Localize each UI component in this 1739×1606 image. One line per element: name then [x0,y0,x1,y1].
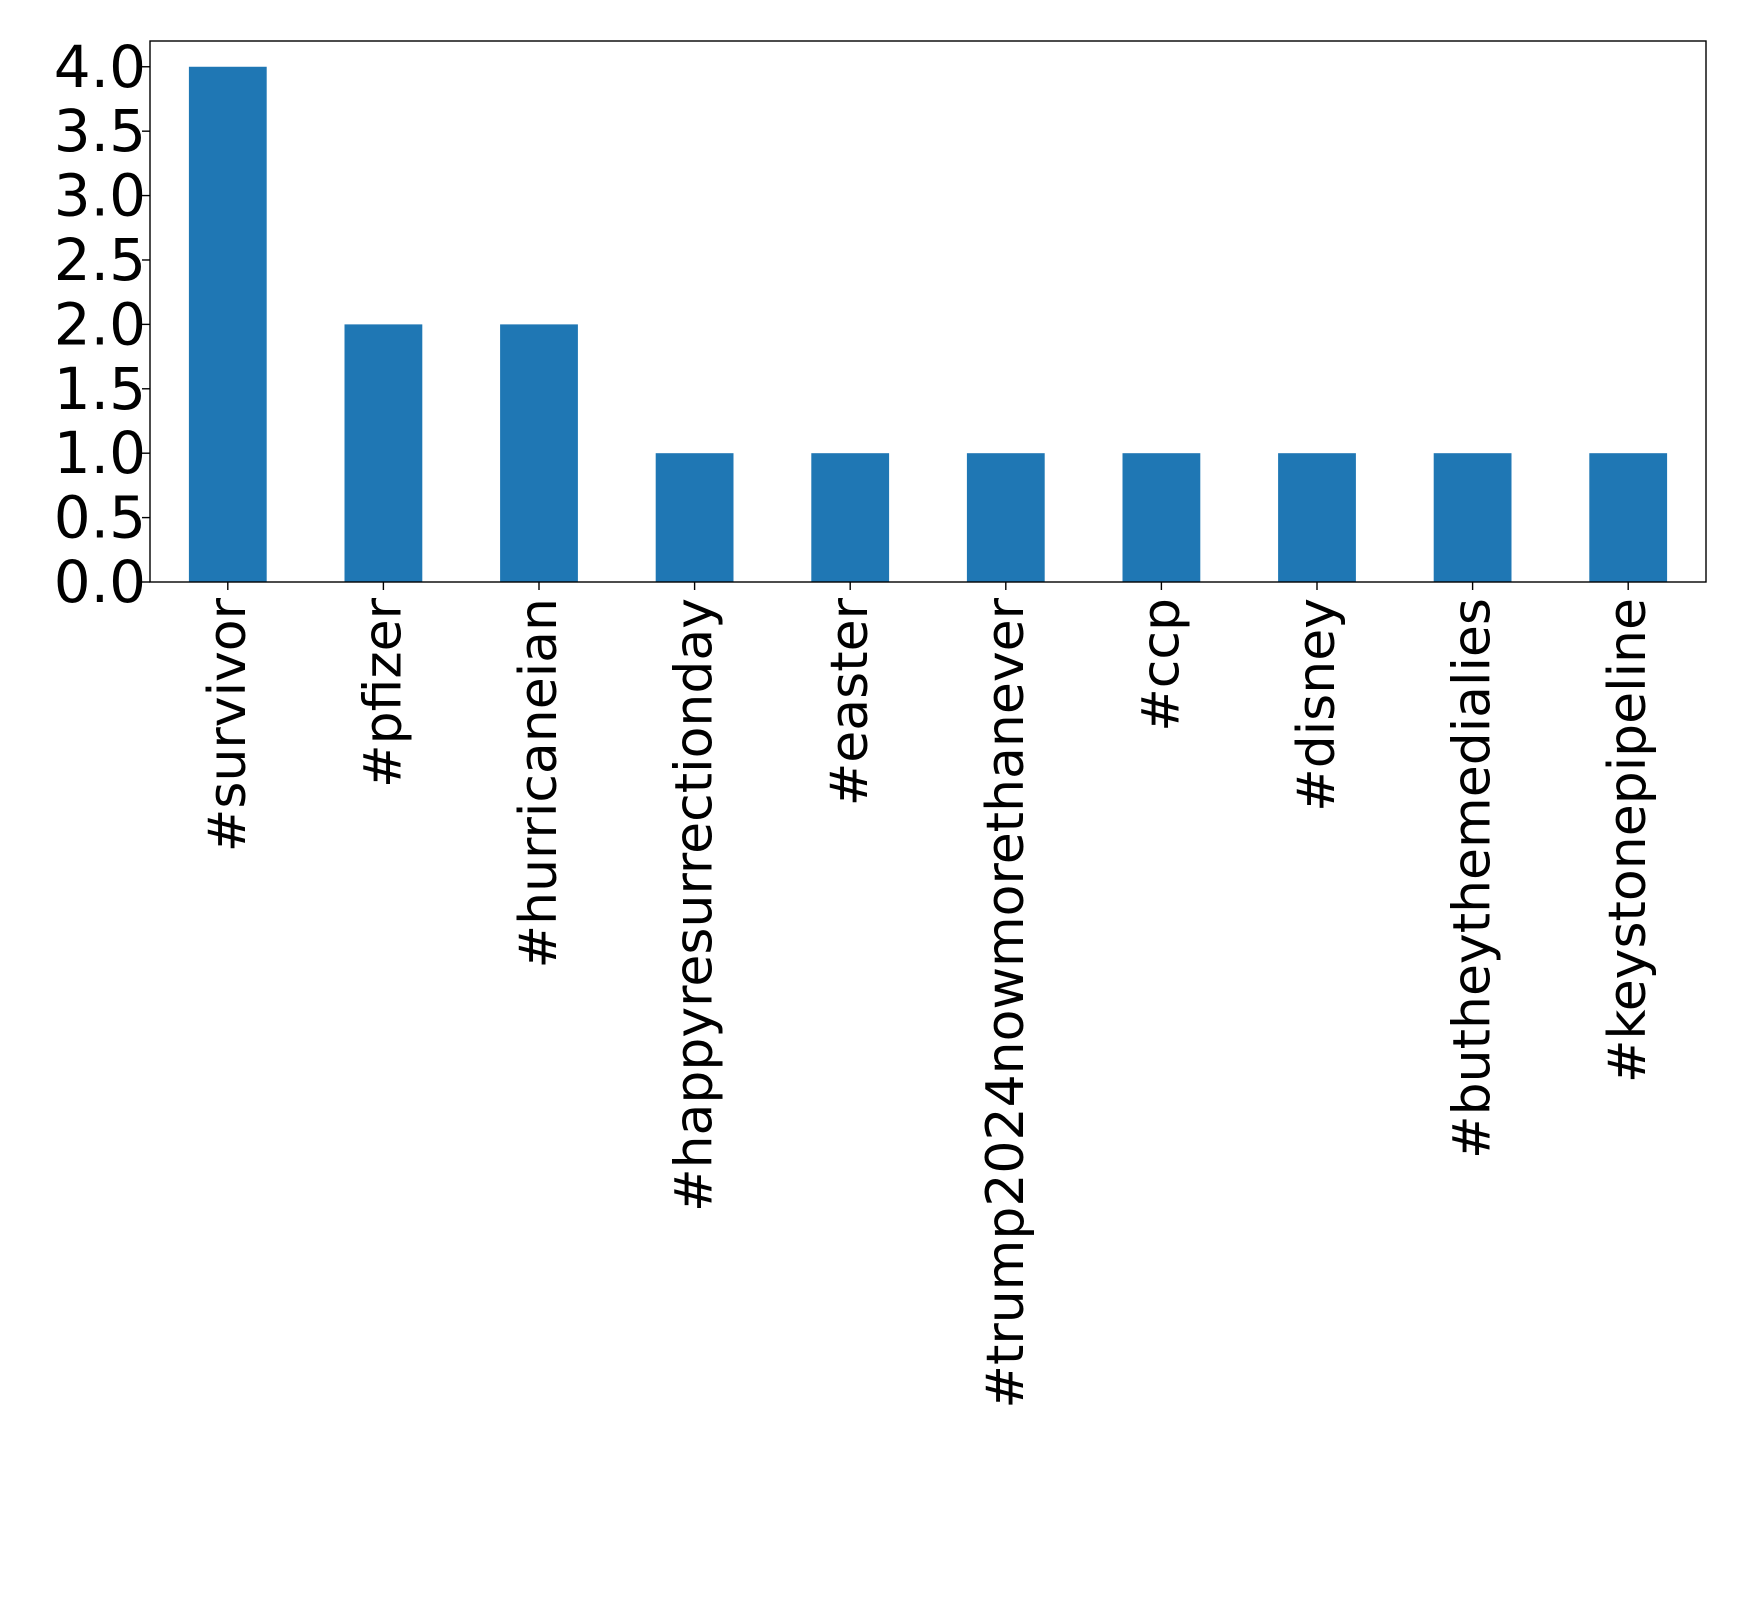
x-tick-label: #happyresurrectionday [665,598,725,1212]
y-tick-label: 3.0 [54,162,146,230]
x-tick-label: #hurricaneian [509,598,569,968]
x-tick-label: #easter [820,597,880,806]
y-tick-label: 2.0 [54,290,146,358]
x-tick-label: #ccp [1131,598,1191,732]
y-axis: 0.00.51.01.52.02.53.03.54.0 [54,33,150,616]
bar-disney [1278,453,1356,582]
plot-frame [149,40,1707,583]
y-tick-label: 4.0 [54,33,146,101]
y-tick-label: 1.0 [54,419,146,487]
x-tick-label: #pfizer [353,597,413,788]
bar-keystonepipeline [1589,453,1668,582]
x-tick-label: #trump2024nowmorethanever [976,597,1036,1408]
x-tick-label: #survivor [198,597,258,852]
y-tick-label: 0.5 [54,484,146,552]
bar-pfizer [344,324,423,582]
x-tick-label: #keystonepipeline [1598,598,1658,1083]
bar-happyresurrectionday [655,453,734,582]
bar-easter [811,453,890,582]
bar-hurricaneian [500,324,578,582]
bar-ccp [1122,453,1201,582]
bar-trump2024nowmorethanever [966,453,1045,582]
bars-layer [188,66,1668,582]
y-tick-label: 3.5 [54,97,146,165]
x-axis: #survivor #pfizer #hurricaneian #happyresur… [198,582,1658,1409]
bar-survivor [188,66,267,582]
x-tick-label: #butheythemedialies [1443,598,1503,1159]
y-tick-label: 0.0 [54,548,146,616]
bar-butheythemedialies [1433,453,1512,582]
x-tick-label: #disney [1287,598,1347,812]
y-tick-label: 1.5 [54,355,146,423]
y-tick-label: 2.5 [54,226,146,294]
